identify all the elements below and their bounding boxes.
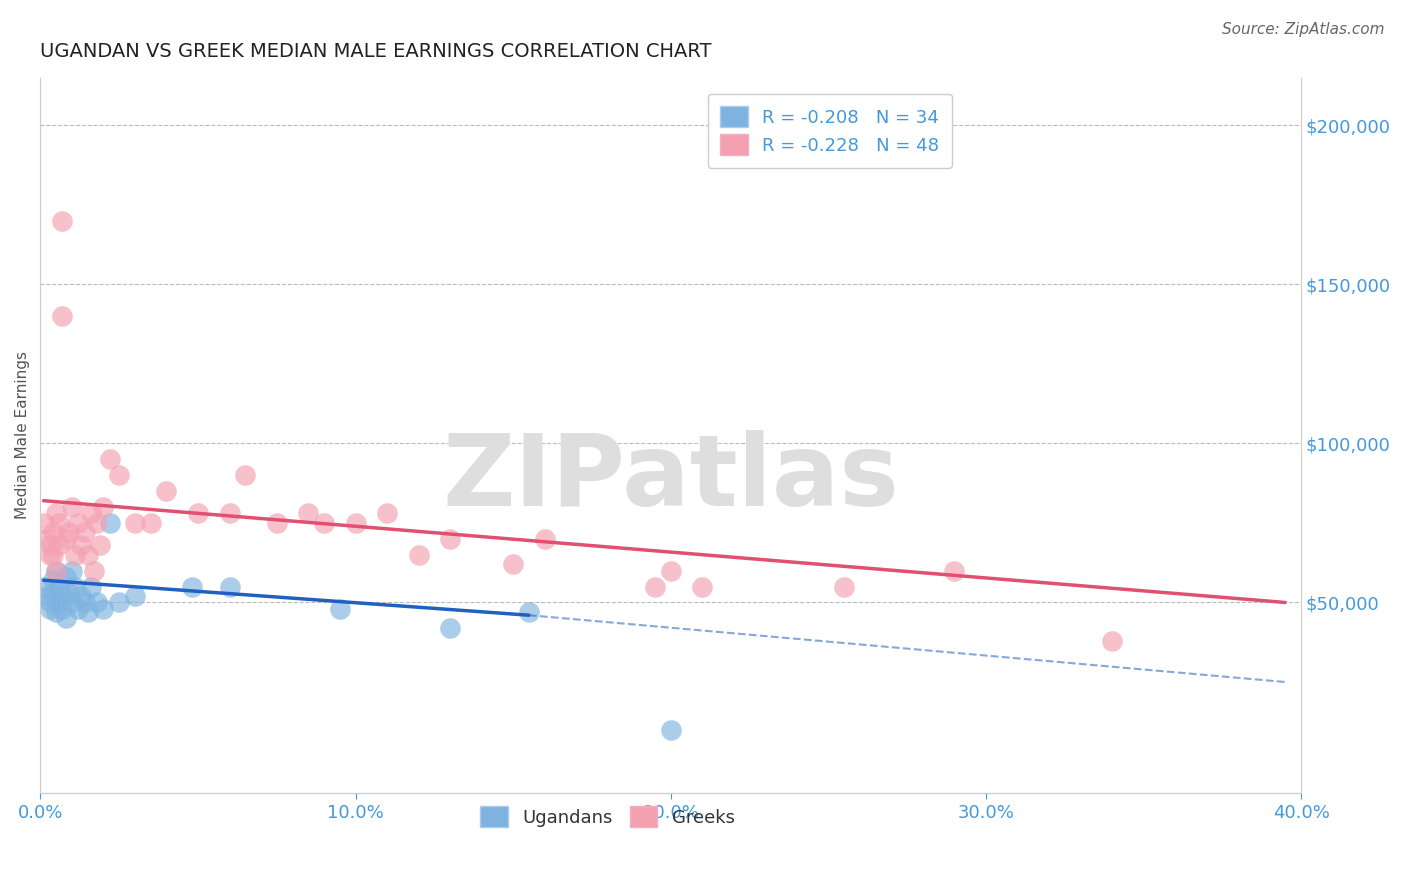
Point: [42, 525, 65, 540]
Point: [93, 500, 115, 514]
Point: [38, 602, 60, 616]
Text: UGANDAN VS GREEK MEDIAN MALE EARNINGS CORRELATION CHART: UGANDAN VS GREEK MEDIAN MALE EARNINGS CO…: [41, 42, 711, 61]
Point: [187, 507, 209, 521]
Point: [86, 595, 108, 609]
Point: [266, 516, 288, 530]
Point: [233, 468, 256, 483]
Point: [63, 580, 86, 594]
Point: [659, 564, 682, 578]
Point: [533, 532, 555, 546]
Point: [35, 589, 58, 603]
Point: [70, 538, 93, 552]
Point: [517, 605, 540, 619]
Point: [58, 525, 80, 540]
Point: [439, 532, 461, 546]
Point: [98, 452, 121, 467]
Point: [45, 605, 67, 619]
Point: [73, 525, 96, 540]
Point: [408, 548, 430, 562]
Point: [48, 516, 70, 530]
Point: [60, 595, 83, 609]
Point: [83, 564, 105, 578]
Point: [124, 516, 146, 530]
Point: [67, 602, 90, 616]
Point: [139, 516, 162, 530]
Point: [180, 580, 202, 594]
Point: [38, 538, 60, 552]
Point: [73, 595, 96, 609]
Point: [63, 548, 86, 562]
Point: [42, 548, 65, 562]
Point: [55, 611, 77, 625]
Point: [98, 516, 121, 530]
Point: [1101, 633, 1123, 648]
Point: [48, 538, 70, 552]
Point: [51, 589, 73, 603]
Point: [38, 548, 60, 562]
Point: [155, 484, 177, 499]
Point: [45, 564, 67, 578]
Point: [32, 580, 55, 594]
Point: [86, 516, 108, 530]
Legend: Ugandans, Greeks: Ugandans, Greeks: [474, 799, 742, 834]
Point: [832, 580, 855, 594]
Point: [55, 532, 77, 546]
Point: [659, 723, 682, 737]
Point: [89, 538, 111, 552]
Point: [439, 621, 461, 635]
Point: [344, 516, 367, 530]
Point: [76, 548, 98, 562]
Point: [690, 580, 713, 594]
Point: [42, 586, 65, 600]
Point: [93, 602, 115, 616]
Point: [60, 500, 83, 514]
Point: [35, 532, 58, 546]
Point: [48, 580, 70, 594]
Point: [76, 605, 98, 619]
Point: [32, 516, 55, 530]
Point: [644, 580, 666, 594]
Point: [297, 507, 319, 521]
Point: [108, 468, 131, 483]
Point: [329, 602, 352, 616]
Point: [218, 507, 240, 521]
Point: [51, 309, 73, 323]
Point: [80, 507, 103, 521]
Point: [80, 580, 103, 594]
Point: [943, 564, 966, 578]
Point: [51, 213, 73, 227]
Point: [48, 595, 70, 609]
Point: [124, 589, 146, 603]
Point: [51, 602, 73, 616]
Point: [218, 580, 240, 594]
Point: [108, 595, 131, 609]
Point: [67, 516, 90, 530]
Point: [70, 589, 93, 603]
Point: [60, 564, 83, 578]
Point: [58, 586, 80, 600]
Point: [45, 564, 67, 578]
Point: [42, 573, 65, 587]
Point: [312, 516, 335, 530]
Text: Source: ZipAtlas.com: Source: ZipAtlas.com: [1222, 22, 1385, 37]
Text: ZIPatlas: ZIPatlas: [443, 430, 900, 527]
Point: [55, 570, 77, 584]
Point: [502, 558, 524, 572]
Point: [38, 595, 60, 609]
Point: [375, 507, 398, 521]
Point: [45, 507, 67, 521]
Y-axis label: Median Male Earnings: Median Male Earnings: [15, 351, 30, 519]
